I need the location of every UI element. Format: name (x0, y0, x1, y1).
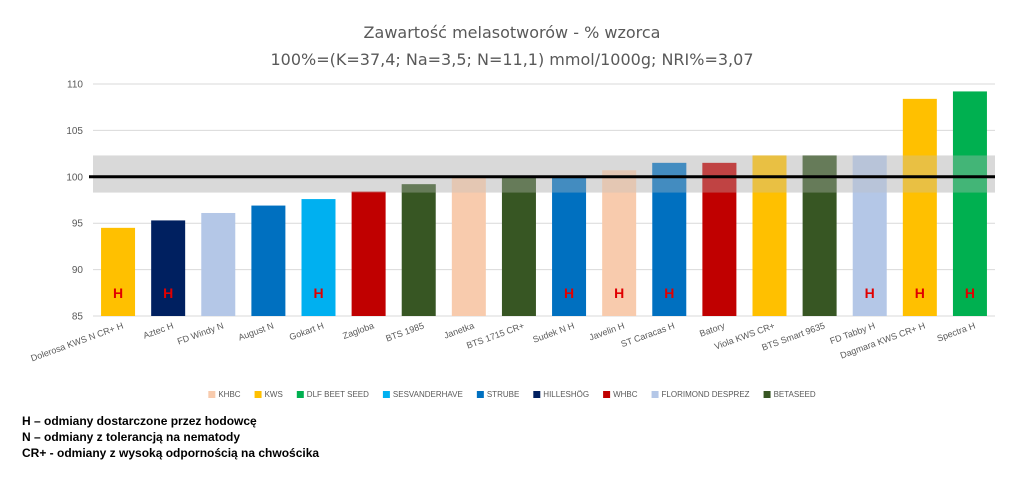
legend-label: KWS (265, 390, 283, 399)
x-tick-label: Batory (698, 320, 726, 338)
y-tick-label: 105 (66, 126, 83, 137)
x-tick-label: ST Caracas H (620, 320, 676, 349)
bar (602, 170, 637, 316)
legend-swatch (533, 391, 541, 398)
y-tick-label: 95 (72, 219, 84, 230)
bar (401, 184, 436, 316)
bar-mark-h: H (915, 285, 925, 301)
legend-item: DLF BEET SEED (296, 390, 369, 399)
x-tick-label: BTS 1715 CR+ (465, 320, 526, 350)
y-axis-ticks: 85 90 95 100 105 110 (66, 80, 83, 323)
legend-swatch (603, 391, 611, 398)
x-tick-label: Aztec H (142, 320, 175, 340)
legend-label: HILLESHÖG (543, 390, 589, 399)
bar (451, 176, 486, 316)
x-tick-label: FD Windy N (176, 320, 225, 346)
legend-label: DLF BEET SEED (307, 390, 369, 399)
note-cr: CR+ - odmiany z wysoką odpornością na ch… (22, 446, 320, 460)
legend-swatch (382, 391, 390, 398)
bar (902, 98, 937, 317)
legend-item: BETASEED (763, 390, 816, 399)
bar (501, 177, 536, 316)
x-tick-label: Dolerosa KWS N CR+ H (29, 320, 124, 363)
bar-band-overlay (451, 176, 486, 193)
legend-item: KWS (254, 390, 283, 399)
x-tick-label: Dagmara KWS CR+ H (839, 320, 927, 360)
chart-subtitle: 100%=(K=37,4; Na=3,5; N=11,1) mmol/1000g… (270, 50, 753, 69)
x-axis-labels: Dolerosa KWS N CR+ H Aztec H FD Windy N Aug… (29, 320, 976, 363)
y-tick-label: 100 (66, 172, 83, 183)
bar (852, 155, 887, 316)
bar-mark-h: H (664, 285, 674, 301)
bar (802, 155, 837, 316)
reference-band (93, 155, 995, 193)
x-tick-label: Zagloba (341, 320, 375, 341)
bar-mark-h: H (113, 285, 123, 301)
legend-label: SESVANDERHAVE (393, 390, 463, 399)
legend-item: WHBC (603, 390, 638, 399)
legend-item: KHBC (208, 390, 241, 399)
bar-band-overlay (752, 155, 787, 193)
bar-band-overlay (852, 155, 887, 193)
bar (652, 162, 687, 316)
legend-item: HILLESHÖG (533, 390, 589, 399)
reference-band-rect (93, 155, 995, 193)
bar-band-overlay (351, 191, 386, 193)
bar-mark-h: H (865, 285, 875, 301)
legend-swatch (208, 391, 216, 398)
chart-title: Zawartość melasotworów - % wzorca (364, 23, 661, 42)
bar-band-overlay (902, 155, 937, 193)
y-tick-label: 90 (72, 265, 84, 276)
bar-band-overlay (401, 184, 436, 193)
bar-mark-h: H (614, 285, 624, 301)
bar (702, 162, 737, 316)
bar-mark-h: H (965, 285, 975, 301)
bars-group (101, 91, 987, 317)
legend-label: BETASEED (774, 390, 816, 399)
legend-swatch (254, 391, 262, 398)
y-tick-label: 110 (67, 80, 83, 91)
bar-band-overlay (952, 155, 987, 193)
bar (351, 191, 386, 316)
bar (752, 155, 787, 316)
legend-item: FLORIMOND DESPREZ (651, 390, 750, 399)
bar-mark-h: H (163, 285, 173, 301)
bar-band-overlay (602, 170, 637, 193)
legend-swatch (296, 391, 304, 398)
legend-item: SESVANDERHAVE (382, 390, 463, 399)
legend-item: STRUBE (476, 390, 519, 399)
y-tick-label: 85 (72, 312, 84, 323)
bar (201, 212, 236, 316)
bar-band-overlay (552, 177, 587, 193)
x-tick-label: Janetka (442, 320, 475, 340)
x-tick-label: August N (237, 320, 275, 342)
x-tick-label: Sudek N H (531, 320, 575, 344)
bar (101, 227, 136, 316)
bar (552, 177, 587, 316)
bar-band-overlay (802, 155, 837, 193)
legend-swatch (476, 391, 484, 398)
bar (301, 199, 336, 316)
legend-swatch (763, 391, 771, 398)
note-n: N – odmiany z tolerancją na nematody (22, 430, 241, 444)
legend-swatch (651, 391, 659, 398)
bar (251, 205, 286, 316)
legend-label: WHBC (613, 390, 638, 399)
bar-band-overlay (501, 177, 536, 193)
legend-label: STRUBE (487, 390, 519, 399)
footnotes: H – odmiany dostarczone przez hodowcę N … (22, 413, 319, 461)
bar (952, 91, 987, 316)
legend-label: KHBC (218, 390, 240, 399)
x-tick-label: BTS 1985 (384, 320, 425, 343)
bar (151, 220, 186, 316)
x-tick-label: Spectra H (936, 320, 977, 343)
note-h: H – odmiany dostarczone przez hodowcę (22, 414, 257, 428)
bar-mark-h: H (564, 285, 574, 301)
bar-mark-h: H (313, 285, 323, 301)
x-tick-label: Gokart H (288, 320, 325, 342)
bar-chart: Zawartość melasotworów - % wzorca 100%=(… (29, 23, 995, 399)
legend: KHBC KWS DLF BEET SEED SESVANDERHAVE STRUBE H… (208, 390, 816, 399)
legend-label: FLORIMOND DESPREZ (662, 390, 750, 399)
